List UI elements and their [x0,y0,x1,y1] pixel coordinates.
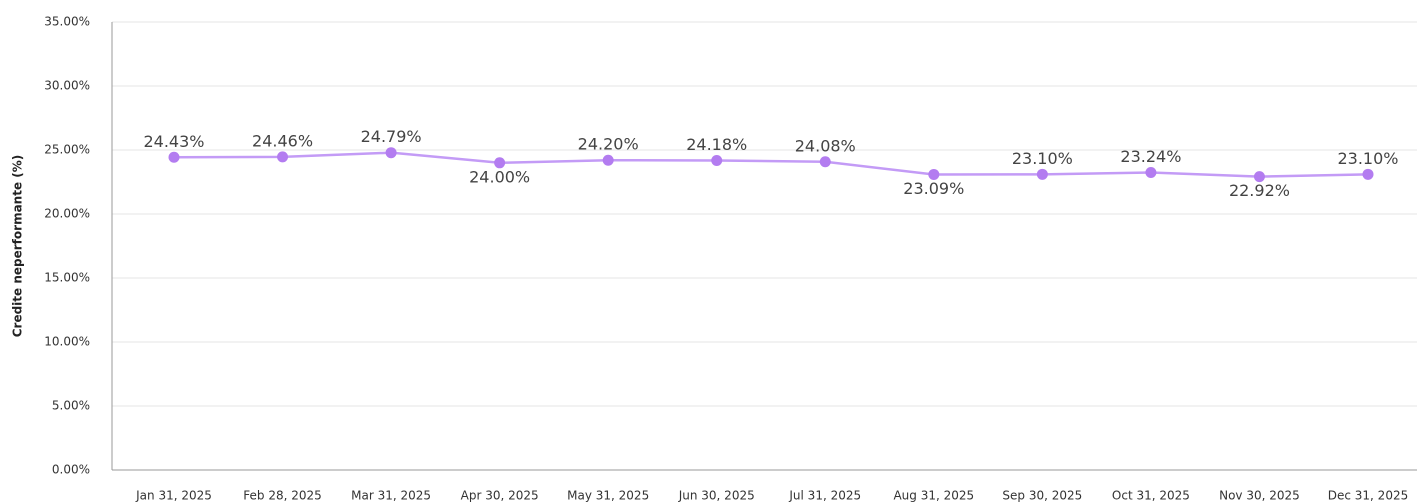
y-tick-label: 20.00% [44,207,90,221]
y-tick-label: 15.00% [44,271,90,285]
x-tick-label: Feb 28, 2025 [243,489,322,503]
marker [277,151,289,163]
x-tick-label: Jan 31, 2025 [135,489,212,503]
x-tick-label: Jul 31, 2025 [788,489,861,503]
value-label: 22.92% [1229,181,1290,200]
value-label: 23.24% [1120,147,1181,166]
value-label: 24.20% [578,135,639,154]
x-tick-label: May 31, 2025 [567,489,649,503]
y-axis-label: Credite neperformante (%) [11,155,25,338]
value-label: 23.09% [903,179,964,198]
value-label: 24.43% [143,132,204,151]
marker [1362,168,1374,180]
y-tick-label: 5.00% [52,399,90,413]
value-label: 24.79% [361,127,422,146]
marker [1253,171,1265,183]
x-tick-label: Apr 30, 2025 [461,489,539,503]
value-label: 23.10% [1337,149,1398,168]
x-tick-label: Sep 30, 2025 [1002,489,1082,503]
y-tick-label: 25.00% [44,143,90,157]
value-label: 24.46% [252,131,313,150]
y-tick-label: 30.00% [44,79,90,93]
value-label: 24.08% [795,136,856,155]
x-tick-label: Mar 31, 2025 [351,489,431,503]
marker [602,154,614,166]
x-tick-label: Jun 30, 2025 [678,489,755,503]
line [173,151,1369,178]
marker [168,151,180,163]
marker [711,154,723,166]
marker [819,156,831,168]
marker [1036,168,1048,180]
x-tick-label: Dec 31, 2025 [1328,489,1408,503]
marker [494,157,506,169]
y-tick-label: 10.00% [44,335,90,349]
marker [1145,167,1157,179]
x-tick-label: Oct 31, 2025 [1112,489,1190,503]
value-label: 24.00% [469,167,530,186]
y-tick-label: 35.00% [44,15,90,29]
x-tick-label: Aug 31, 2025 [893,489,974,503]
x-tick-label: Nov 30, 2025 [1219,489,1300,503]
marker [385,147,397,159]
value-label: 24.18% [686,135,747,154]
marker [928,168,940,180]
y-tick-label: 0.00% [52,463,90,477]
value-label: 23.10% [1012,149,1073,168]
